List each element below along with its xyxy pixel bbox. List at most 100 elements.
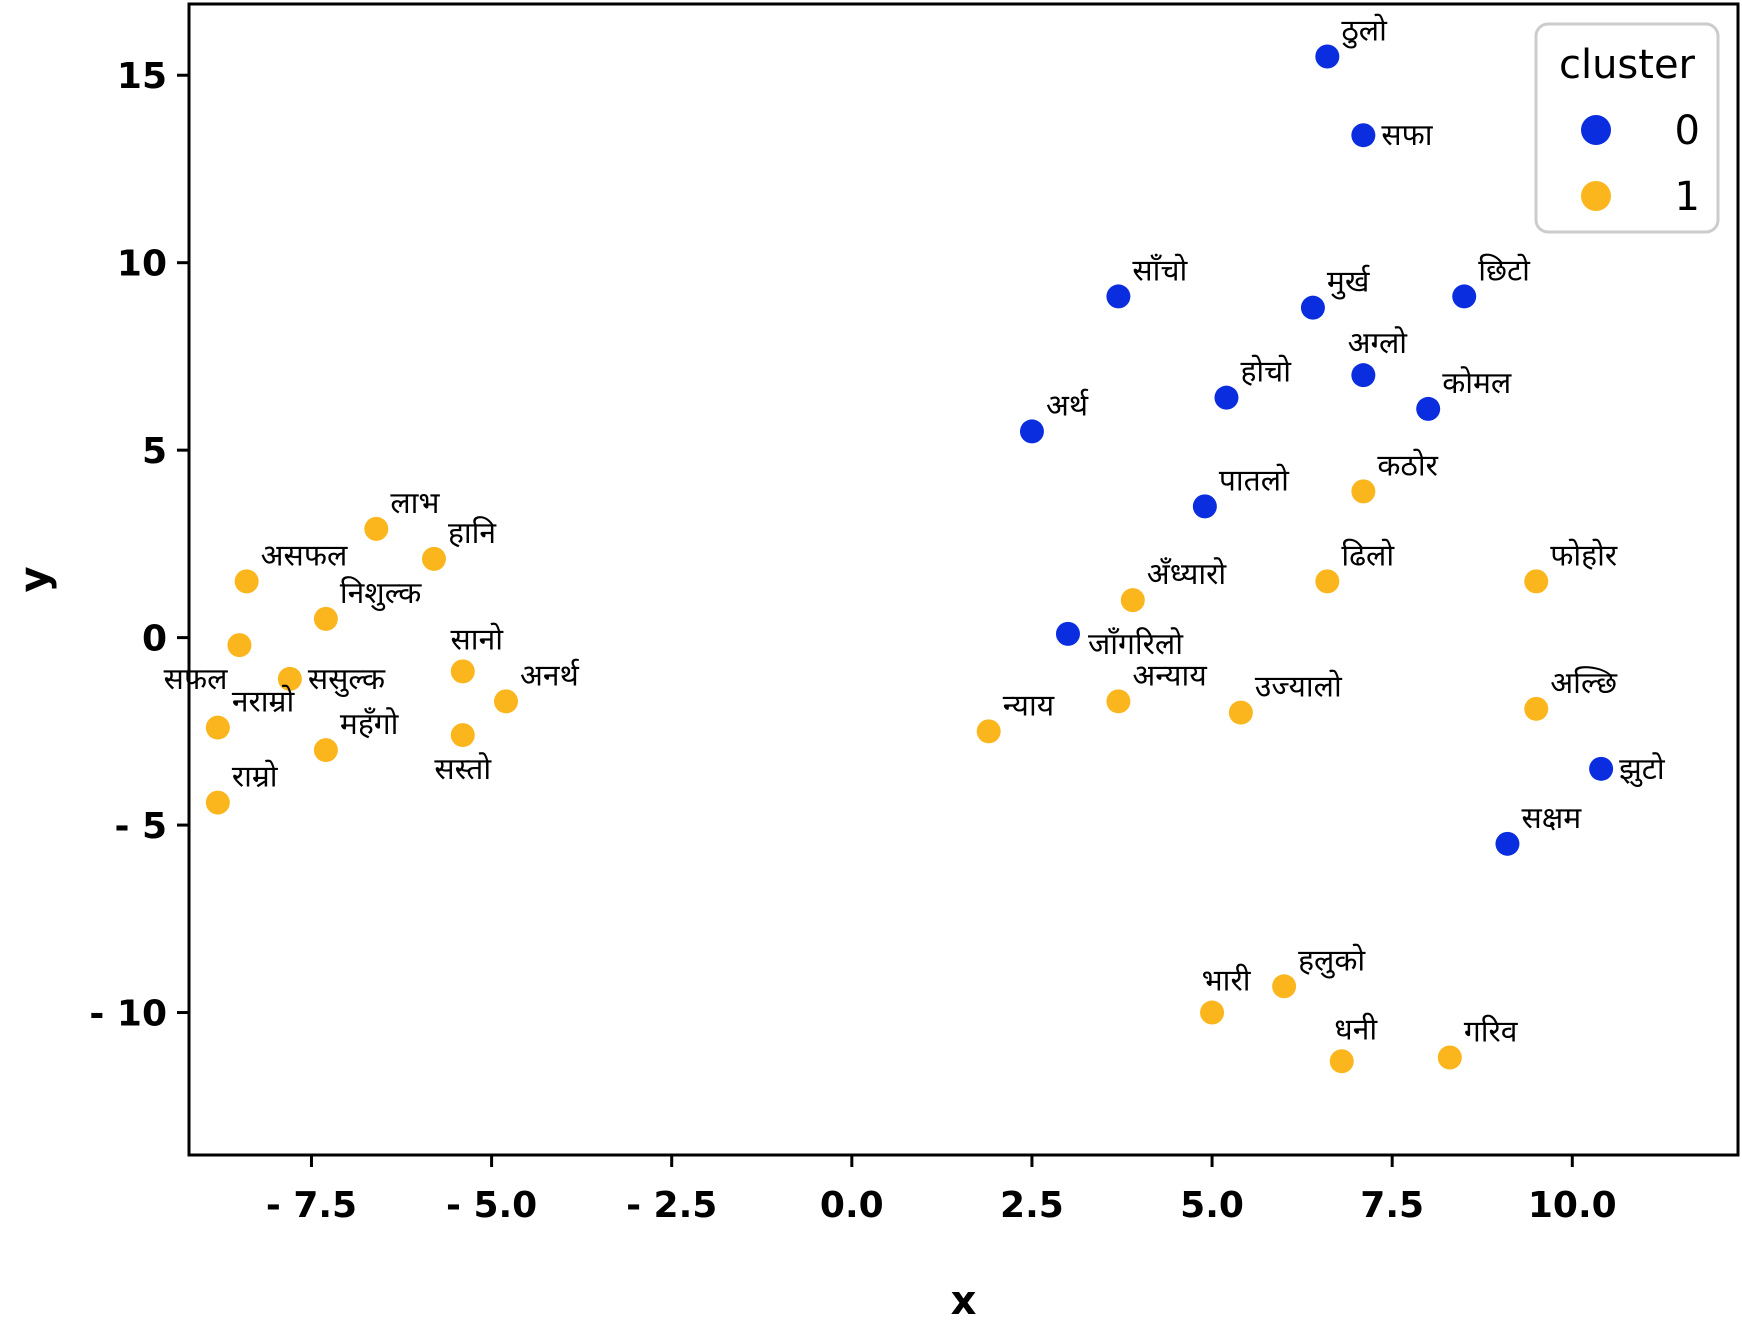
x-tick-label: 2.5 (1000, 1185, 1064, 1226)
legend-title: cluster (1559, 42, 1696, 88)
point-label: पातलो (1219, 463, 1290, 498)
data-point-cluster-0 (1019, 419, 1044, 444)
point-label: सानो (451, 622, 505, 657)
x-tick-label: 10.0 (1528, 1185, 1617, 1226)
y-tick-label: 15 (117, 56, 167, 97)
legend: cluster 01 (1534, 22, 1720, 234)
data-point-cluster-0 (1300, 295, 1325, 320)
data-point-cluster-1 (1351, 479, 1376, 504)
x-tick-label: - 2.5 (626, 1185, 717, 1226)
point-label: भारी (1202, 964, 1252, 999)
point-label: गरिव (1464, 1015, 1519, 1050)
data-point-cluster-0 (1452, 284, 1477, 309)
legend-entries: 01 (1581, 108, 1700, 220)
data-point-cluster-1 (234, 569, 259, 594)
data-point-cluster-0 (1589, 756, 1614, 781)
x-tick-label: - 5.0 (446, 1185, 537, 1226)
legend-label-0: 0 (1675, 108, 1700, 154)
y-tick-label: 0 (142, 619, 167, 660)
data-point-cluster-1 (313, 606, 338, 631)
data-point-cluster-1 (450, 659, 475, 684)
point-label: अग्लो (1348, 326, 1409, 361)
data-point-cluster-0 (1416, 396, 1441, 421)
data-point-cluster-0 (1214, 385, 1239, 410)
data-point-cluster-0 (1055, 621, 1080, 646)
y-axis: 15 10 5 0 - 5 - 10 (89, 56, 189, 1035)
x-tick-label: 7.5 (1360, 1185, 1424, 1226)
data-point-cluster-0 (1315, 44, 1340, 69)
point-label: साँचो (1132, 253, 1188, 288)
data-point-cluster-0 (1192, 494, 1217, 519)
point-label: निशुल्क (340, 576, 422, 612)
point-label: सस्तो (434, 752, 492, 787)
point-label: अल्छि (1550, 666, 1618, 701)
points-layer (205, 44, 1614, 1074)
data-point-cluster-0 (1495, 831, 1520, 856)
data-point-cluster-1 (1524, 569, 1549, 594)
data-point-cluster-1 (364, 516, 389, 541)
point-label: मुर्ख (1327, 265, 1370, 301)
data-point-cluster-1 (450, 723, 475, 748)
point-label: धनी (1334, 1012, 1378, 1047)
point-label: फोहोर (1550, 538, 1618, 573)
point-label: नराम्रो (232, 685, 296, 720)
plot-frame (187, 2, 1740, 1157)
data-point-cluster-1 (494, 689, 519, 714)
point-label: होचो (1240, 355, 1292, 390)
data-point-cluster-1 (1524, 696, 1549, 721)
point-label: ढिलो (1341, 538, 1395, 573)
data-point-cluster-1 (1200, 1000, 1225, 1025)
point-label: अनर्थ (520, 658, 580, 693)
data-point-cluster-1 (205, 790, 230, 815)
x-tick-label: - 7.5 (266, 1185, 357, 1226)
x-axis-title: x (951, 1278, 977, 1324)
point-label: ससुल्क (308, 662, 386, 698)
data-point-cluster-1 (313, 738, 338, 763)
y-axis-title: y (12, 566, 58, 592)
point-label: राम्रो (232, 760, 279, 795)
data-point-cluster-0 (1106, 284, 1131, 309)
data-point-cluster-1 (1329, 1049, 1354, 1074)
point-label: छिटो (1478, 253, 1531, 288)
legend-marker-1 (1581, 181, 1611, 211)
legend-marker-0 (1581, 115, 1611, 145)
point-label: जाँगरिलो (1088, 627, 1184, 662)
point-labels-layer: ठुलो सफा साँचो मुर्ख छिटो अग्लो होचो कोमल अर्थ पा… (164, 13, 1666, 1049)
y-tick-label: 10 (117, 244, 167, 285)
data-point-cluster-1 (1106, 689, 1131, 714)
data-point-cluster-0 (1351, 123, 1376, 148)
data-point-cluster-1 (1272, 974, 1297, 999)
point-label: अन्याय (1132, 658, 1207, 693)
point-label: कोमल (1442, 366, 1512, 401)
data-point-cluster-1 (421, 546, 446, 571)
point-label: अँध्यारो (1147, 557, 1228, 592)
data-point-cluster-1 (1120, 588, 1145, 613)
y-tick-label: - 10 (89, 994, 167, 1035)
data-point-cluster-1 (1228, 700, 1253, 725)
point-label: झुटो (1619, 752, 1666, 788)
data-point-cluster-1 (227, 633, 252, 658)
data-point-cluster-1 (277, 666, 302, 691)
legend-label-1: 1 (1675, 174, 1700, 220)
y-tick-label: - 5 (114, 806, 167, 847)
point-label: उज्यालो (1255, 670, 1343, 705)
point-label: सफल (164, 662, 228, 697)
x-axis: - 7.5 - 5.0 - 2.5 0.0 2.5 5.0 7.5 10.0 (266, 1155, 1617, 1226)
point-label: ठुलो (1341, 13, 1388, 49)
point-label: न्याय (1003, 688, 1055, 723)
data-point-cluster-0 (1351, 363, 1376, 388)
point-label: कठोर (1377, 448, 1438, 483)
x-tick-label: 0.0 (820, 1185, 884, 1226)
data-point-cluster-1 (976, 719, 1001, 744)
y-tick-label: 5 (142, 431, 167, 472)
point-label: असफल (261, 538, 348, 573)
point-label: अर्थ (1046, 388, 1089, 423)
point-label: सफा (1381, 118, 1433, 153)
data-point-cluster-1 (205, 715, 230, 740)
legend-box (1534, 22, 1720, 234)
data-point-cluster-1 (1437, 1045, 1462, 1070)
x-tick-label: 5.0 (1180, 1185, 1244, 1226)
point-label: महँगो (340, 707, 400, 742)
